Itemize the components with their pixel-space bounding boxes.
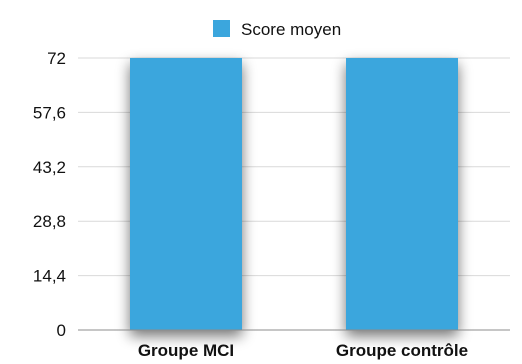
y-tick-label: 14,4 (33, 267, 66, 286)
x-category-label: Groupe MCI (138, 341, 234, 360)
y-tick-label: 57,6 (33, 103, 66, 122)
bar-groupe-mci (130, 58, 242, 330)
y-axis-ticks: 0 14,4 28,8 43,2 57,6 72 (33, 49, 66, 340)
bar-groupe-controle (346, 58, 458, 330)
y-tick-label: 72 (47, 49, 66, 68)
x-axis-labels: Groupe MCI Groupe contrôle (138, 341, 468, 360)
y-tick-label: 28,8 (33, 212, 66, 231)
legend: Score moyen (213, 20, 341, 39)
y-tick-label: 0 (57, 321, 66, 340)
legend-label: Score moyen (241, 20, 341, 39)
bars (130, 58, 458, 330)
x-category-label: Groupe contrôle (336, 341, 468, 360)
legend-swatch (213, 20, 230, 37)
y-tick-label: 43,2 (33, 158, 66, 177)
